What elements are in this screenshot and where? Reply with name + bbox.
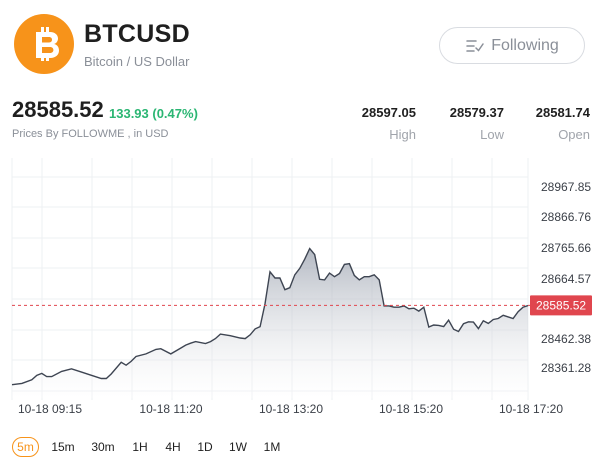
current-price-tag: 28585.52 (530, 295, 592, 316)
timeframe-1m[interactable]: 1M (263, 440, 281, 454)
checklist-icon (466, 39, 484, 52)
current-price-tag-label: 28585.52 (536, 298, 586, 312)
low-value: 28579.37 (449, 105, 504, 120)
following-button-label: Following (491, 36, 559, 54)
open-stat: 28581.74 Open (524, 105, 590, 142)
price-source: Prices By FOLLOWME , in USD (12, 128, 169, 140)
low-stat: 28579.37 Low (438, 105, 504, 142)
open-label: Open (558, 127, 590, 142)
y-axis-tick-label: 28866.76 (541, 210, 591, 224)
x-axis-tick-label: 10-18 11:20 (139, 402, 202, 416)
y-axis-tick-label: 28462.38 (541, 332, 591, 346)
x-axis-tick-label: 10-18 13:20 (259, 402, 323, 416)
x-axis-tick-label: 10-18 15:20 (379, 402, 443, 416)
x-axis-tick-label: 10-18 09:15 (18, 402, 82, 416)
y-axis-tick-label: 28664.57 (541, 272, 591, 286)
price-area (12, 248, 528, 398)
price-chart-svg[interactable]: 28967.85 28866.76 28765.66 28664.57 28462.38… (0, 150, 603, 425)
high-label: High (389, 127, 416, 142)
timeframe-5m[interactable]: 5m (12, 437, 39, 457)
high-stat: 28597.05 High (350, 105, 416, 142)
price-chart[interactable]: 28967.85 28866.76 28765.66 28664.57 28462.38… (0, 150, 603, 425)
open-value: 28581.74 (535, 105, 590, 120)
last-price: 28585.52 (12, 97, 104, 122)
price-line (11, 247, 529, 386)
y-axis-tick-label: 28361.28 (541, 361, 591, 375)
low-label: Low (480, 127, 504, 142)
bitcoin-logo-icon (14, 14, 74, 74)
symbol-fullname: Bitcoin / US Dollar (84, 54, 190, 69)
timeframe-4h[interactable]: 4H (165, 440, 181, 454)
y-axis-tick-label: 28765.66 (541, 241, 591, 255)
high-value: 28597.05 (361, 105, 416, 120)
timeframe-15m[interactable]: 15m (51, 440, 75, 454)
timeframe-1d[interactable]: 1D (197, 440, 213, 454)
symbol-title: BTCUSD (84, 20, 190, 48)
y-axis-tick-label: 28967.85 (541, 180, 591, 194)
x-axis-tick-label: 10-18 17:20 (499, 402, 563, 416)
price-change: 133.93 (0.47%) (109, 106, 198, 121)
timeframe-1w[interactable]: 1W (229, 440, 247, 454)
following-button[interactable]: Following (439, 27, 585, 64)
timeframe-1h[interactable]: 1H (132, 440, 148, 454)
timeframe-30m[interactable]: 30m (91, 440, 115, 454)
